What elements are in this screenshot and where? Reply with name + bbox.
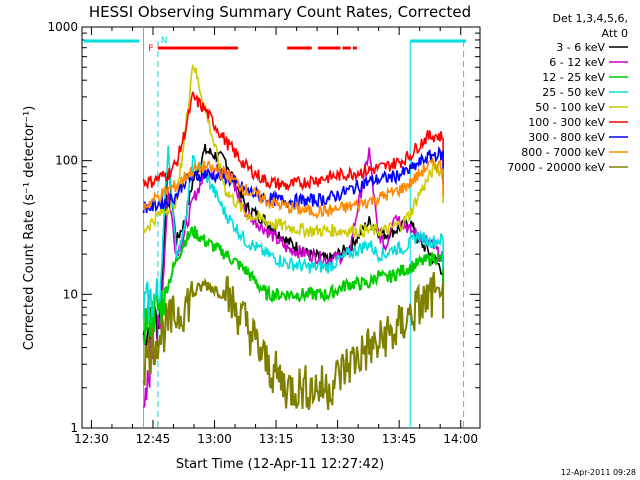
series-6-12-kev: [142, 147, 444, 409]
x-tick-label: 13:45: [382, 432, 417, 446]
y-tick-label: 1000: [47, 20, 78, 34]
y-axis-label: Corrected Count Rate (s⁻¹ detector⁻¹): [22, 106, 37, 351]
series-100-300-kev: [142, 91, 444, 192]
series-800-7000-kev: [142, 157, 444, 220]
footer-timestamp: 12-Apr-2011 09:28: [561, 468, 636, 477]
legend-label: 300 - 800 keV: [528, 131, 605, 144]
legend-header-detectors: Det 1,3,4,5,6,: [552, 12, 628, 25]
x-tick-label: 13:15: [259, 432, 294, 446]
series-50-100-kev: [142, 64, 444, 239]
y-tick-label: 1: [70, 421, 78, 435]
series-12-25-kev: [142, 225, 445, 345]
legend: 3 - 6 keV 6 - 12 keV 12 - 25 keV 25 - 50 ke…: [507, 41, 628, 174]
x-axis: 12:30 12:45 13:00 13:15 13:30 13:45 14:00: [74, 27, 478, 446]
legend-label: 50 - 100 keV: [535, 101, 605, 114]
x-axis-label: Start Time (12-Apr-11 12:27:42): [176, 457, 384, 472]
y-tick-label: 10: [63, 287, 78, 301]
legend-label: 800 - 7000 keV: [521, 146, 605, 159]
y-axis: 1 10 100 1000: [47, 20, 480, 435]
series-layer: [142, 64, 445, 411]
series-25-50-kev: [142, 145, 444, 323]
series-3-6-kev: [142, 143, 444, 351]
legend-label: 100 - 300 keV: [528, 116, 605, 129]
x-tick-label: 13:30: [320, 432, 355, 446]
observation-annotations: FN: [84, 27, 466, 428]
legend-label: 6 - 12 keV: [549, 56, 605, 69]
legend-header-attenuator: Att 0: [602, 27, 628, 40]
legend-label: 25 - 50 keV: [542, 86, 605, 99]
plot-area: [81, 26, 481, 429]
x-tick-label: 12:45: [136, 432, 171, 446]
y-tick-label: 100: [55, 154, 78, 168]
chart-title: HESSI Observing Summary Count Rates, Cor…: [89, 3, 471, 21]
x-tick-label: 13:00: [197, 432, 232, 446]
x-tick-label: 12:30: [74, 432, 109, 446]
legend-label: 3 - 6 keV: [556, 41, 605, 54]
legend-label: 12 - 25 keV: [542, 71, 605, 84]
legend-label: 7000 - 20000 keV: [507, 161, 605, 174]
night-flag-label: N: [161, 36, 168, 46]
flare-flag-label: F: [148, 44, 153, 54]
x-tick-label: 14:00: [443, 432, 478, 446]
series-7000-20000-kev: [142, 271, 445, 411]
